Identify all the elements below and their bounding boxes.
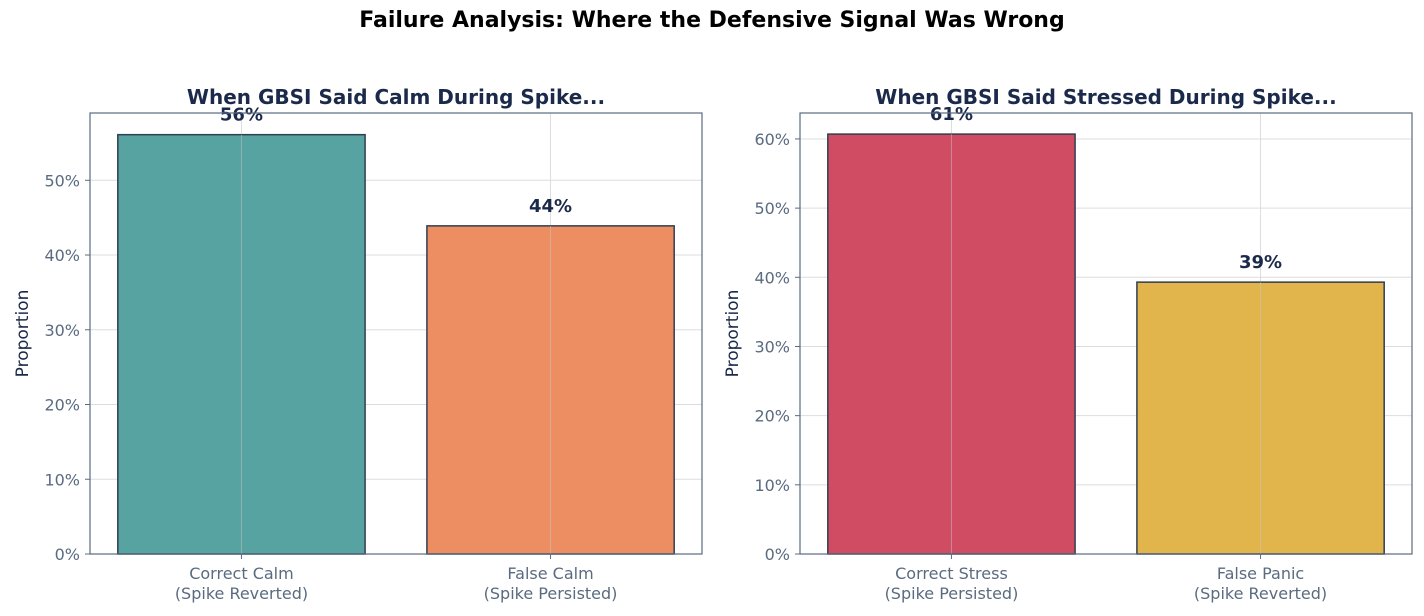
y-tick-label: 0% [765, 545, 790, 564]
data-label: 61% [930, 104, 973, 125]
y-tick-label: 60% [754, 130, 790, 149]
x-tick-label-line-1: False Panic [1217, 564, 1304, 583]
x-tick-label-line-1: Correct Stress [895, 564, 1008, 583]
y-tick-label: 50% [754, 199, 790, 218]
chart-panel-2: 0%10%20%30%40%50%60%61%Correct Stress(Sp… [723, 85, 1413, 603]
figure-title: Failure Analysis: Where the Defensive Si… [359, 8, 1065, 33]
y-tick-label: 50% [44, 171, 80, 190]
x-tick-label-line-2: (Spike Persisted) [484, 584, 618, 603]
x-tick-label-line-2: (Spike Reverted) [175, 584, 308, 603]
x-tick-label-line-1: Correct Calm [189, 564, 294, 583]
x-tick-label-line-2: (Spike Persisted) [885, 584, 1019, 603]
y-tick-label: 20% [44, 396, 80, 415]
y-tick-label: 30% [44, 321, 80, 340]
x-tick-label-line-1: False Calm [507, 564, 593, 583]
chart-title: When GBSI Said Calm During Spike... [187, 85, 605, 109]
chart-panel-1: 0% 10% 20% 30% 40% 50% 56% Correct Calm(Spike R… [13, 85, 703, 603]
chart-title: When GBSI Said Stressed During Spike... [875, 85, 1336, 109]
y-tick-label: 10% [44, 470, 80, 489]
y-tick-label: 20% [754, 407, 790, 426]
y-tick-label: 0% [55, 545, 80, 564]
data-label: 44% [529, 196, 572, 217]
plot-frame [89, 112, 703, 555]
y-tick-label: 10% [754, 476, 790, 495]
x-tick-label-line-2: (Spike Reverted) [1194, 584, 1327, 603]
y-tick-label: 30% [754, 337, 790, 356]
plot-frame [799, 112, 1413, 555]
y-axis-label: Proportion [723, 290, 743, 378]
data-label: 39% [1239, 252, 1282, 273]
data-label: 56% [220, 105, 263, 126]
y-axis-label: Proportion [13, 290, 33, 378]
y-tick-label: 40% [44, 246, 80, 265]
y-tick-label: 40% [754, 268, 790, 287]
